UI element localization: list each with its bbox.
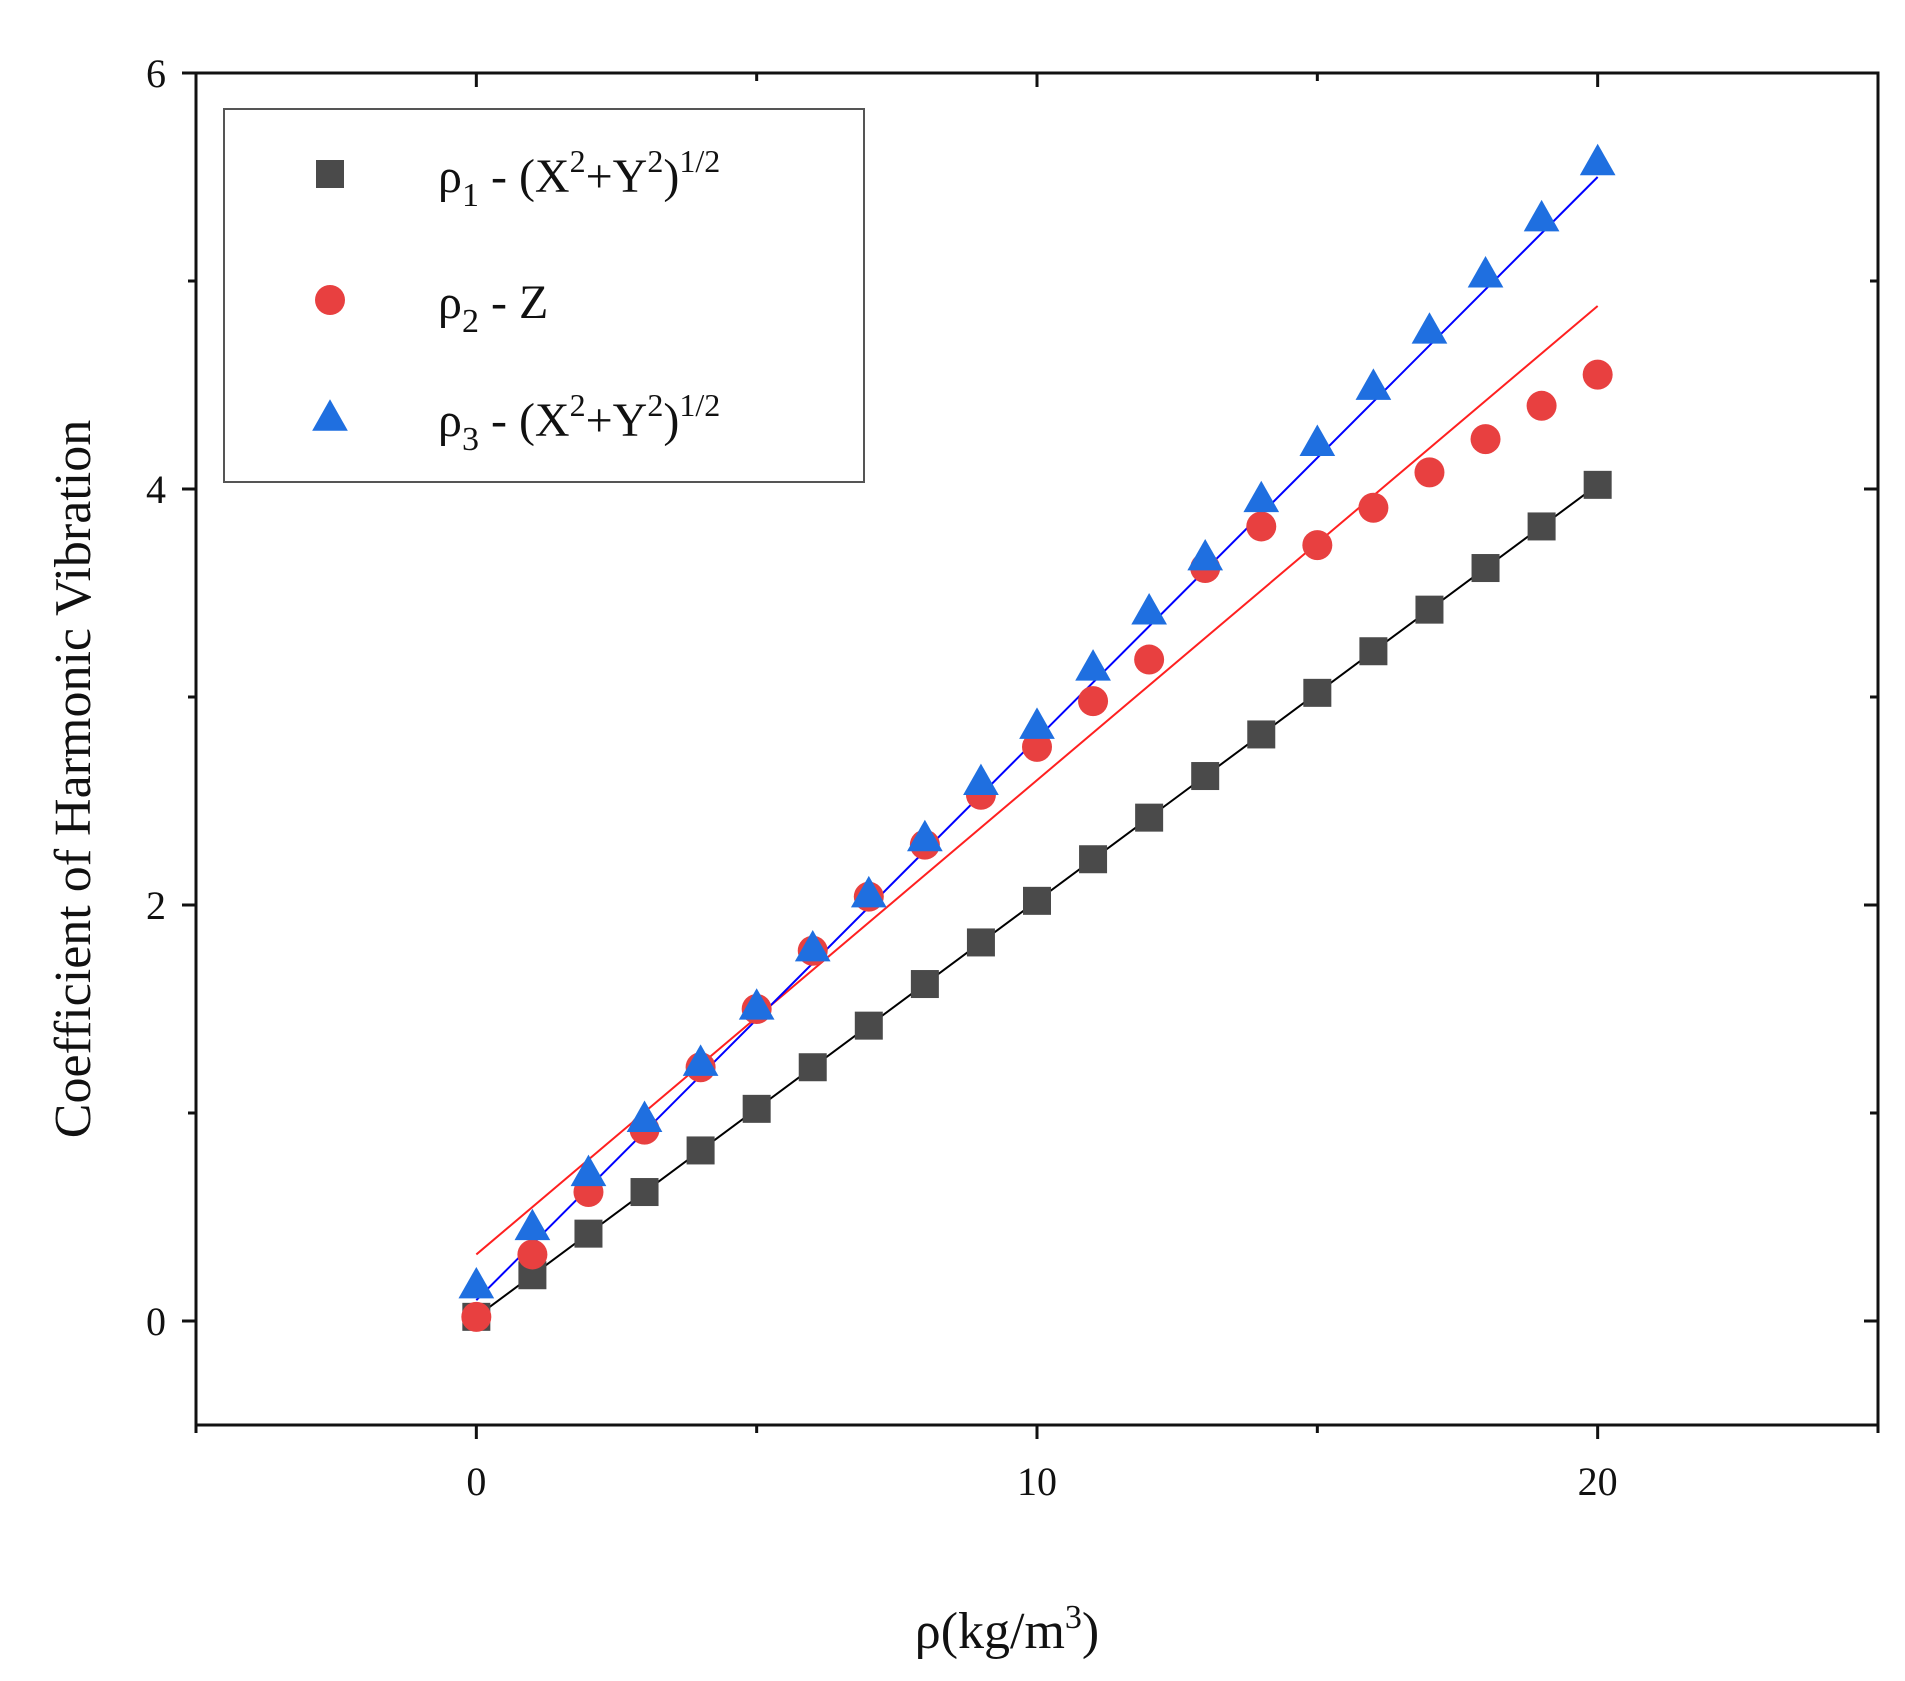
data-point-triangle bbox=[1579, 143, 1616, 176]
data-point-triangle bbox=[570, 1154, 607, 1187]
axis-ticks bbox=[182, 71, 1880, 1439]
legend-label-3: ρ3 - (X2+Y2)1/2 bbox=[438, 387, 720, 458]
data-point-triangle bbox=[682, 1044, 719, 1076]
y-tick-label: 4 bbox=[146, 467, 166, 512]
data-point-triangle bbox=[1019, 707, 1055, 739]
data-point-square bbox=[1303, 678, 1332, 707]
y-tick-label: 2 bbox=[146, 883, 166, 928]
data-point-square bbox=[574, 1219, 603, 1248]
data-point-circle bbox=[1582, 359, 1613, 390]
data-point-circle bbox=[1022, 731, 1052, 762]
fit-line-circle bbox=[475, 305, 1599, 1256]
data-point-triangle bbox=[458, 1266, 495, 1299]
data-point-square bbox=[798, 1053, 827, 1082]
data-point-triangle bbox=[1411, 312, 1448, 344]
data-point-circle bbox=[1134, 644, 1165, 675]
data-point-triangle bbox=[907, 819, 943, 852]
data-point-square bbox=[966, 928, 995, 957]
x-axis-title: ρ(kg/m3) bbox=[915, 1599, 1100, 1660]
data-point-triangle bbox=[850, 875, 887, 908]
y-tick-label: 6 bbox=[146, 51, 166, 96]
data-point-triangle bbox=[514, 1208, 551, 1241]
data-point-triangle bbox=[963, 763, 999, 796]
data-point-square bbox=[1135, 803, 1164, 832]
data-point-square bbox=[1191, 762, 1220, 791]
data-point-circle bbox=[1526, 390, 1557, 421]
data-point-triangle bbox=[626, 1100, 663, 1132]
data-point-circle bbox=[1078, 686, 1109, 717]
data-point-square bbox=[1359, 637, 1388, 666]
x-tick-label: 0 bbox=[466, 1459, 486, 1504]
y-axis-title: Coefficient of Harmonic Vibration bbox=[45, 420, 102, 1138]
tick-labels: 0 10 20 0 2 4 6 bbox=[146, 51, 1618, 1504]
data-point-circle bbox=[1358, 492, 1389, 523]
data-point-square bbox=[1079, 845, 1108, 874]
data-point-circle bbox=[1246, 511, 1277, 542]
data-point-square bbox=[1415, 595, 1444, 624]
data-point-circle bbox=[517, 1239, 548, 1270]
data-point-square bbox=[742, 1094, 771, 1123]
data-point-triangle bbox=[1243, 480, 1280, 513]
data-point-circle bbox=[461, 1301, 492, 1332]
legend: ρ1 - (X2+Y2)1/2 ρ2 - Z ρ3 - (X2+Y2)1/2 bbox=[223, 108, 865, 483]
data-point-circle bbox=[1302, 530, 1333, 561]
data-point-triangle bbox=[1075, 649, 1111, 681]
x-tick-label: 20 bbox=[1578, 1459, 1618, 1504]
legend-marker-square bbox=[316, 160, 344, 188]
data-point-triangle bbox=[794, 929, 831, 962]
y-tick-label: 0 bbox=[146, 1299, 166, 1344]
legend-label-1: ρ1 - (X2+Y2)1/2 bbox=[438, 143, 720, 214]
legend-marker-triangle bbox=[312, 399, 348, 431]
data-point-triangle bbox=[1131, 593, 1167, 625]
data-point-circle bbox=[1414, 457, 1445, 488]
data-point-square bbox=[1471, 554, 1500, 583]
legend-marker-circle bbox=[315, 285, 345, 315]
data-point-triangle bbox=[1299, 424, 1336, 456]
data-point-triangle bbox=[1467, 256, 1504, 288]
x-tick-label: 10 bbox=[1017, 1459, 1057, 1504]
data-point-triangle bbox=[1355, 368, 1392, 400]
data-point-square bbox=[630, 1178, 659, 1207]
data-point-square bbox=[1023, 886, 1051, 915]
data-point-square bbox=[1247, 720, 1276, 749]
data-point-square bbox=[686, 1136, 715, 1165]
data-point-square bbox=[1583, 470, 1612, 499]
data-point-square bbox=[854, 1011, 883, 1040]
data-point-circle bbox=[1470, 424, 1501, 455]
data-point-triangle bbox=[1523, 199, 1560, 232]
data-point-triangle bbox=[738, 988, 775, 1020]
data-point-square bbox=[1527, 512, 1556, 541]
data-point-square bbox=[910, 970, 939, 999]
data-markers bbox=[458, 143, 1616, 1332]
legend-label-2: ρ2 - Z bbox=[438, 276, 548, 340]
data-point-triangle bbox=[1187, 538, 1224, 571]
